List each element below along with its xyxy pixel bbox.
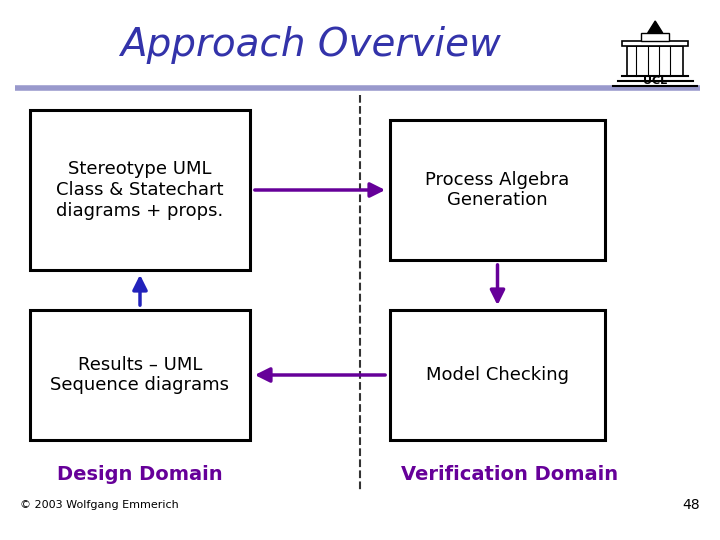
- Text: Model Checking: Model Checking: [426, 366, 569, 384]
- Bar: [30, 110, 250, 270]
- Text: Results – UML
Sequence diagrams: Results – UML Sequence diagrams: [50, 356, 230, 394]
- Text: © 2003 Wolfgang Emmerich: © 2003 Wolfgang Emmerich: [20, 500, 179, 510]
- Bar: [622, 42, 688, 46]
- Polygon shape: [648, 21, 662, 33]
- Bar: [390, 310, 605, 440]
- Text: Stereotype UML
Class & Statechart
diagrams + props.: Stereotype UML Class & Statechart diagra…: [56, 160, 224, 220]
- FancyArrowPatch shape: [491, 265, 503, 301]
- Text: Process Algebra
Generation: Process Algebra Generation: [426, 171, 570, 210]
- Bar: [390, 120, 605, 260]
- Bar: [641, 33, 670, 42]
- Text: Approach Overview: Approach Overview: [120, 26, 500, 64]
- FancyArrowPatch shape: [134, 279, 146, 305]
- Text: 48: 48: [683, 498, 700, 512]
- Bar: [30, 310, 250, 440]
- Text: UCL: UCL: [643, 76, 667, 86]
- FancyArrowPatch shape: [258, 369, 385, 381]
- Text: Design Domain: Design Domain: [57, 465, 222, 484]
- Bar: [627, 46, 683, 76]
- Text: Verification Domain: Verification Domain: [402, 465, 618, 484]
- FancyArrowPatch shape: [255, 184, 382, 196]
